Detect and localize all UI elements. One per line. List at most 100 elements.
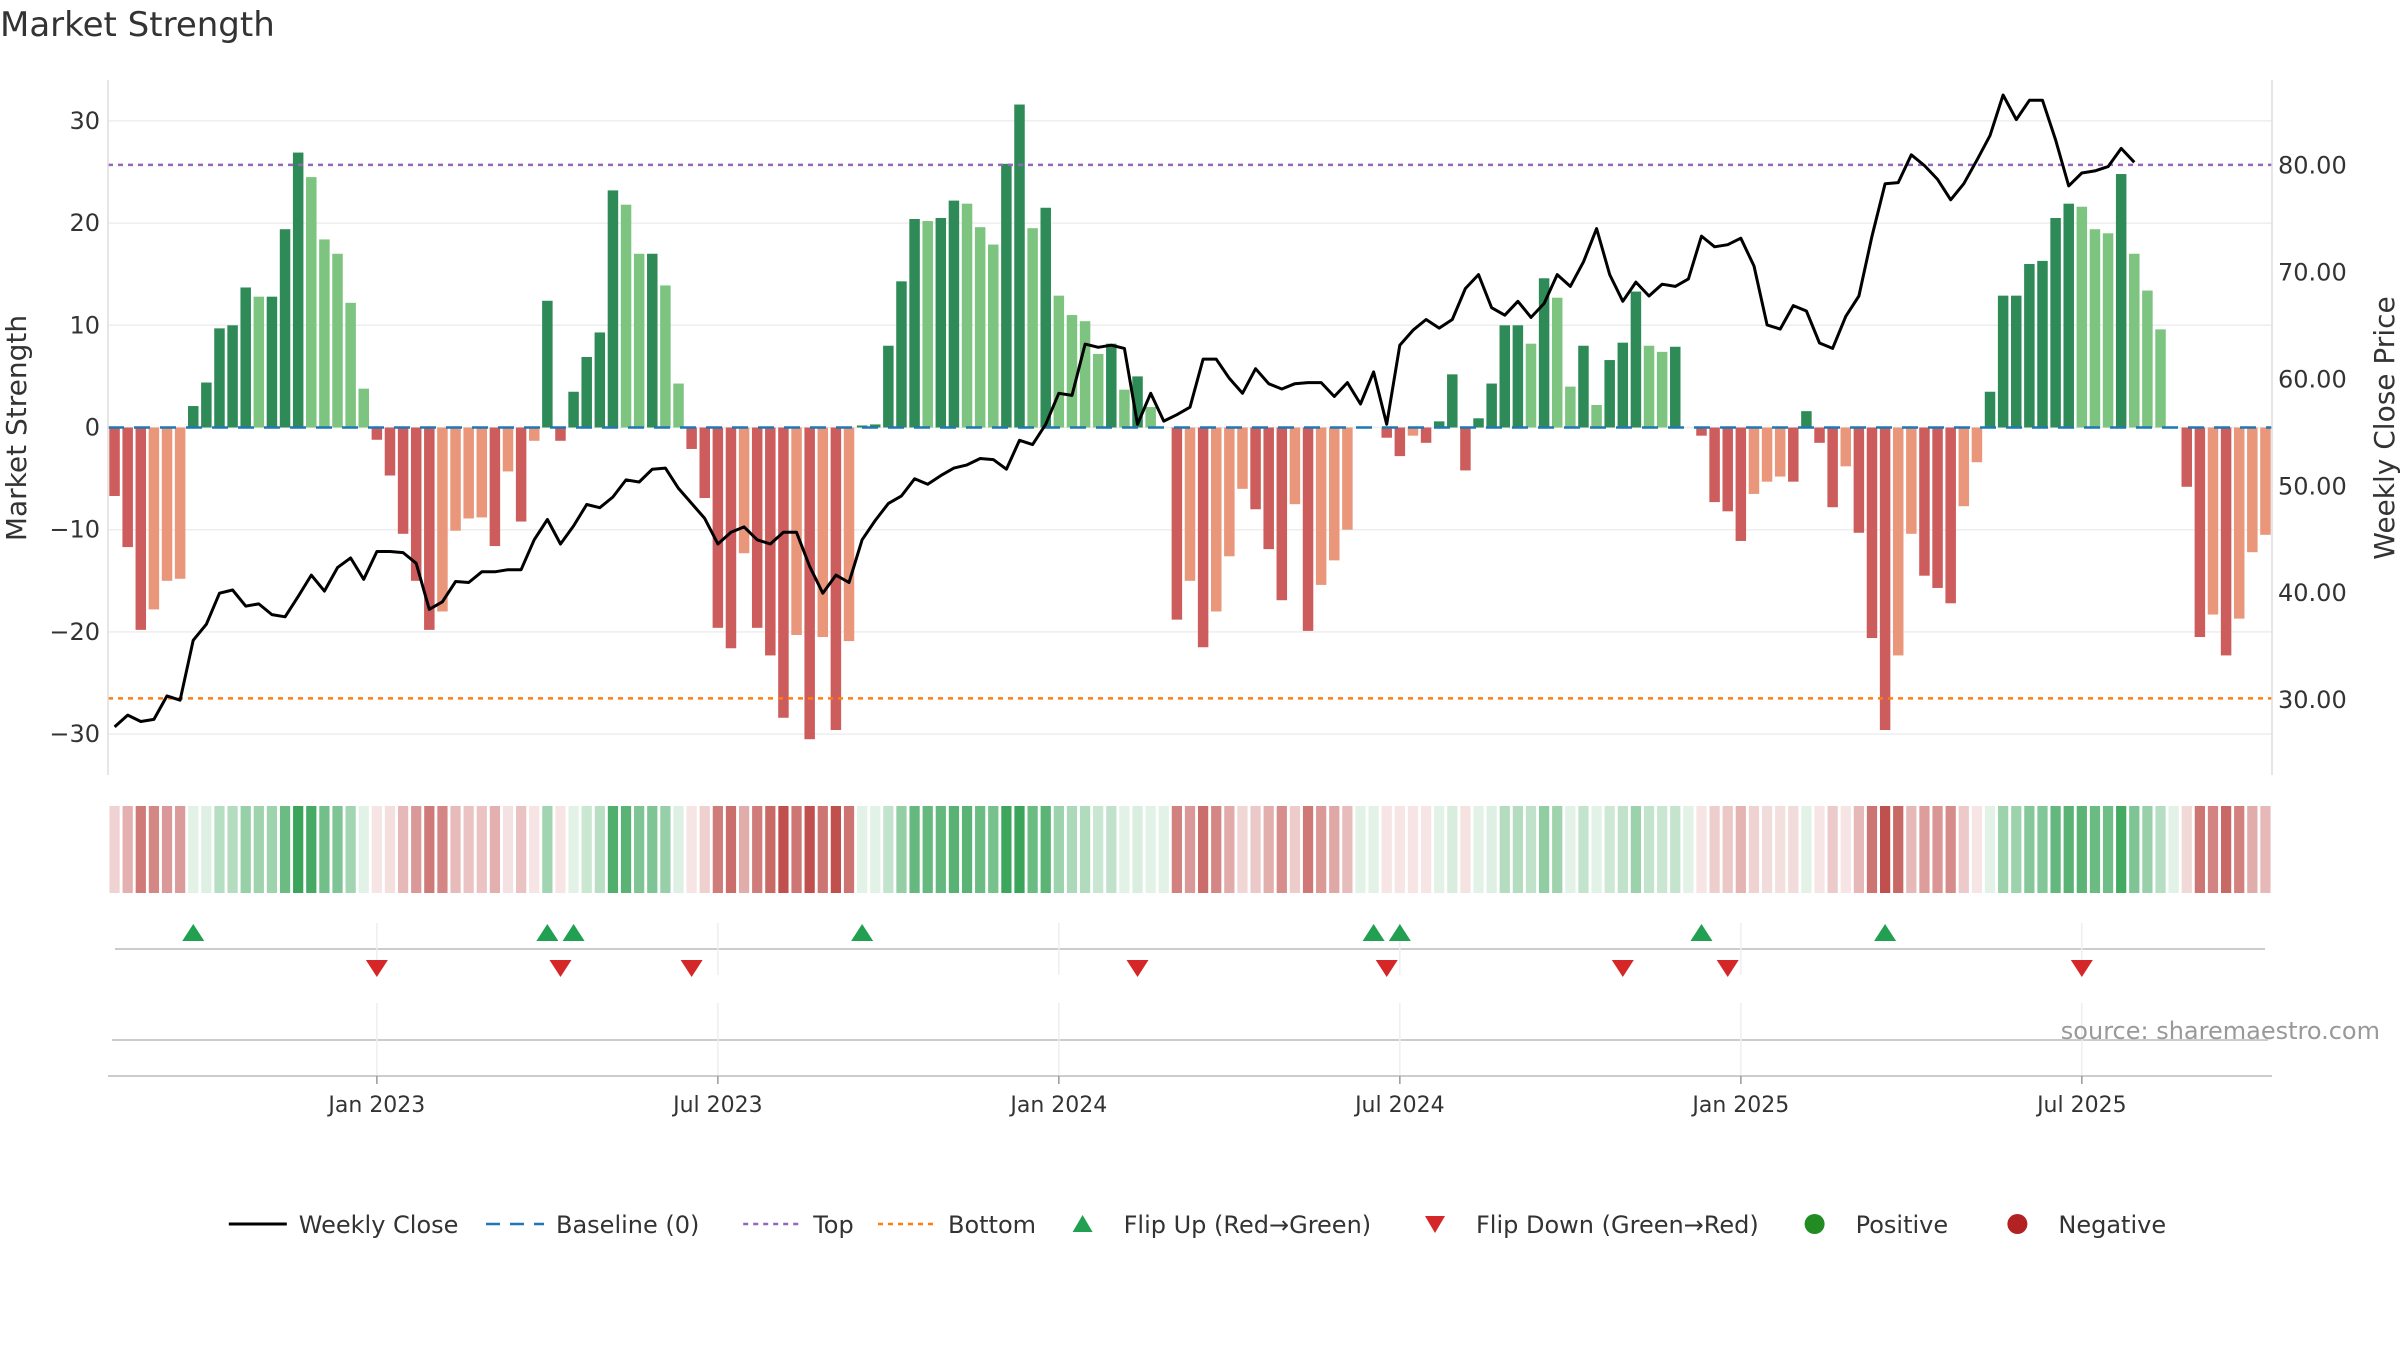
heat-cell [817, 806, 828, 893]
strength-bar [1447, 374, 1458, 428]
heat-cell [922, 806, 933, 893]
heat-cell [1263, 806, 1274, 893]
strength-bar [1027, 228, 1038, 428]
strength-bar [620, 204, 632, 428]
strength-bar [1237, 427, 1248, 489]
strength-bar [751, 427, 763, 628]
strength-bar [489, 427, 501, 547]
heat-cell [1512, 806, 1523, 893]
heat-cell [1906, 806, 1917, 893]
heat-cell [975, 806, 986, 893]
strength-bar [568, 391, 579, 428]
strength-bar [1512, 325, 1524, 428]
strength-bar [227, 325, 238, 428]
strength-bar [1709, 427, 1720, 503]
heat-cell [1276, 806, 1287, 893]
legend-label: Weekly Close [299, 1211, 459, 1239]
heat-cell [1827, 806, 1838, 893]
heat-cell [555, 806, 566, 893]
strength-bar [410, 427, 422, 581]
strength-bar [1079, 321, 1091, 428]
y2-tick-label: 40.00 [2278, 579, 2347, 607]
source-label: source: sharemaestro.com [2061, 1017, 2380, 1045]
heat-cell [214, 806, 225, 893]
flip-down-marker [549, 960, 572, 977]
flip-up-marker [182, 924, 205, 941]
heat-cell [778, 806, 789, 893]
heat-cell [1945, 806, 1956, 893]
heat-cell [502, 806, 514, 893]
strength-bar [1565, 386, 1576, 428]
x-tick-label: Jul 2024 [1353, 1093, 1445, 1118]
heat-cell [2037, 806, 2048, 893]
strength-bar [1761, 427, 1773, 482]
heat-cell [686, 806, 697, 893]
strength-bar [2194, 427, 2206, 638]
heat-cell [1447, 806, 1458, 893]
strength-bar [1184, 427, 1196, 581]
heat-cell [2260, 806, 2271, 893]
flip-down-marker [2070, 960, 2093, 977]
strength-bar [804, 427, 815, 740]
strength-bar [1670, 346, 1681, 428]
strength-bar [1394, 427, 1406, 457]
strength-bar [1827, 427, 1838, 508]
heat-cell [1788, 806, 1799, 893]
heat-cell [1971, 806, 1983, 893]
heat-cell [201, 806, 212, 893]
heat-cell [1709, 806, 1720, 893]
heat-cell [1473, 806, 1484, 893]
heat-cell [1434, 806, 1445, 893]
heat-cell [961, 806, 973, 893]
flip-down-marker [680, 960, 703, 977]
heat-cell [712, 806, 723, 893]
y2-tick-label: 60.00 [2278, 365, 2347, 393]
strength-bar [581, 356, 592, 428]
strength-bar [1748, 427, 1760, 494]
heat-cell [371, 806, 382, 893]
strength-bar [1735, 427, 1747, 541]
strength-bar [1053, 295, 1065, 428]
heat-cell [581, 806, 592, 893]
legend-label: Flip Down (Green→Red) [1476, 1211, 1759, 1239]
strength-bar [607, 190, 619, 428]
strength-bar [109, 427, 120, 496]
heat-cell [266, 806, 278, 893]
strength-bar [397, 427, 409, 534]
strength-bar [2063, 203, 2074, 428]
flip-up-marker [1874, 924, 1897, 941]
heat-cell [2116, 806, 2127, 893]
strength-bar [122, 427, 133, 548]
heat-cell [2220, 806, 2232, 893]
heat-cell [2129, 806, 2140, 893]
heat-cell [1748, 806, 1760, 893]
legend-label: Negative [2058, 1211, 2166, 1239]
heat-cell [1119, 806, 1130, 893]
strength-bar [1892, 427, 1904, 656]
heat-cell [791, 806, 802, 893]
strength-bar [1289, 427, 1301, 505]
strength-bar [1840, 427, 1852, 467]
heat-cell [227, 806, 238, 893]
heat-cell [1342, 806, 1353, 893]
heat-cell [1565, 806, 1576, 893]
heat-cell [1919, 806, 1930, 893]
heat-cell [2050, 806, 2061, 893]
weekly-close-line [113, 93, 2136, 729]
heat-cell [1460, 806, 1471, 893]
strength-bar [1381, 427, 1392, 438]
strength-bar [1040, 207, 1051, 428]
flip-up-marker [536, 924, 559, 941]
flip-down-marker [1126, 960, 1149, 977]
strength-bar [1906, 427, 1917, 534]
strength-bar [1932, 427, 1943, 588]
strength-bar [817, 427, 829, 638]
strength-bar [1329, 427, 1340, 561]
heat-cell [411, 806, 422, 893]
flip-down-marker [365, 960, 388, 977]
y2-tick-label: 80.00 [2278, 152, 2347, 180]
strength-bar [699, 427, 710, 499]
strength-bars [109, 104, 2271, 740]
strength-bar [148, 427, 160, 610]
strength-bar [1473, 418, 1484, 428]
